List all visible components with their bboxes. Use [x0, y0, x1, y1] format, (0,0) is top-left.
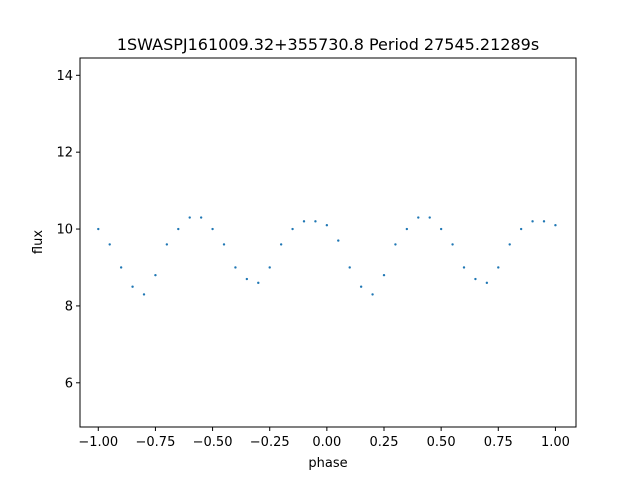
- x-tick-label: 0.75: [484, 435, 513, 450]
- x-tick-label: −0.75: [136, 435, 176, 450]
- data-point: [279, 243, 283, 246]
- data-point: [359, 285, 363, 288]
- x-axis-label: phase: [308, 456, 347, 471]
- y-tick-label: 14: [56, 69, 73, 84]
- x-axis-ticks: −1.00 −0.75 −0.50 −0.25 0.00 0.25 0.50 0.75 1.00: [78, 427, 570, 450]
- data-point: [199, 216, 203, 219]
- data-point: [462, 266, 466, 269]
- x-tick-label: 0.00: [312, 435, 341, 450]
- data-point: [131, 285, 134, 288]
- data-point: [154, 273, 157, 277]
- data-point: [371, 293, 374, 296]
- x-tick-label: 0.25: [370, 435, 399, 450]
- data-point: [302, 220, 306, 223]
- x-tick-label: −0.25: [250, 435, 290, 450]
- y-axis-ticks: 6 8 10 12 14: [56, 69, 80, 391]
- data-point: [257, 281, 260, 285]
- chart-title: 1SWASPJ161009.32+355730.8 Period 27545.2…: [117, 35, 539, 54]
- data-point: [188, 216, 191, 219]
- data-point: [394, 243, 397, 246]
- data-point: [177, 227, 180, 231]
- y-tick-label: 6: [65, 376, 73, 391]
- x-tick-label: −0.50: [193, 435, 233, 450]
- data-point: [382, 273, 386, 277]
- data-point: [531, 220, 534, 223]
- data-point: [405, 227, 409, 231]
- x-tick-label: 0.50: [427, 435, 456, 450]
- data-point: [108, 243, 111, 246]
- data-points: [97, 216, 557, 296]
- y-tick-label: 12: [56, 146, 73, 161]
- data-point: [268, 266, 271, 269]
- data-point: [119, 266, 123, 269]
- data-point: [222, 243, 226, 246]
- y-tick-label: 10: [56, 223, 73, 238]
- data-point: [348, 266, 351, 269]
- data-point: [428, 216, 431, 219]
- data-point: [417, 216, 420, 219]
- data-point: [485, 281, 489, 285]
- data-point: [519, 227, 523, 231]
- data-point: [211, 227, 214, 231]
- data-point: [325, 224, 329, 227]
- x-tick-label: 1.00: [541, 435, 570, 450]
- data-point: [337, 239, 340, 242]
- y-tick-label: 8: [65, 299, 73, 314]
- data-point: [474, 277, 477, 281]
- data-point: [314, 220, 317, 223]
- plot-frame: [79, 57, 577, 428]
- data-point: [245, 277, 249, 281]
- data-point: [497, 266, 500, 269]
- data-point: [291, 227, 294, 231]
- data-point: [542, 220, 546, 223]
- data-point: [165, 243, 169, 246]
- data-point: [439, 227, 443, 231]
- data-point: [451, 243, 454, 246]
- data-point: [554, 224, 557, 227]
- data-point: [234, 266, 237, 269]
- x-tick-label: −1.00: [78, 435, 118, 450]
- data-point: [97, 227, 100, 231]
- data-point: [142, 293, 146, 296]
- data-point: [508, 243, 511, 246]
- y-axis-label: flux: [31, 230, 46, 254]
